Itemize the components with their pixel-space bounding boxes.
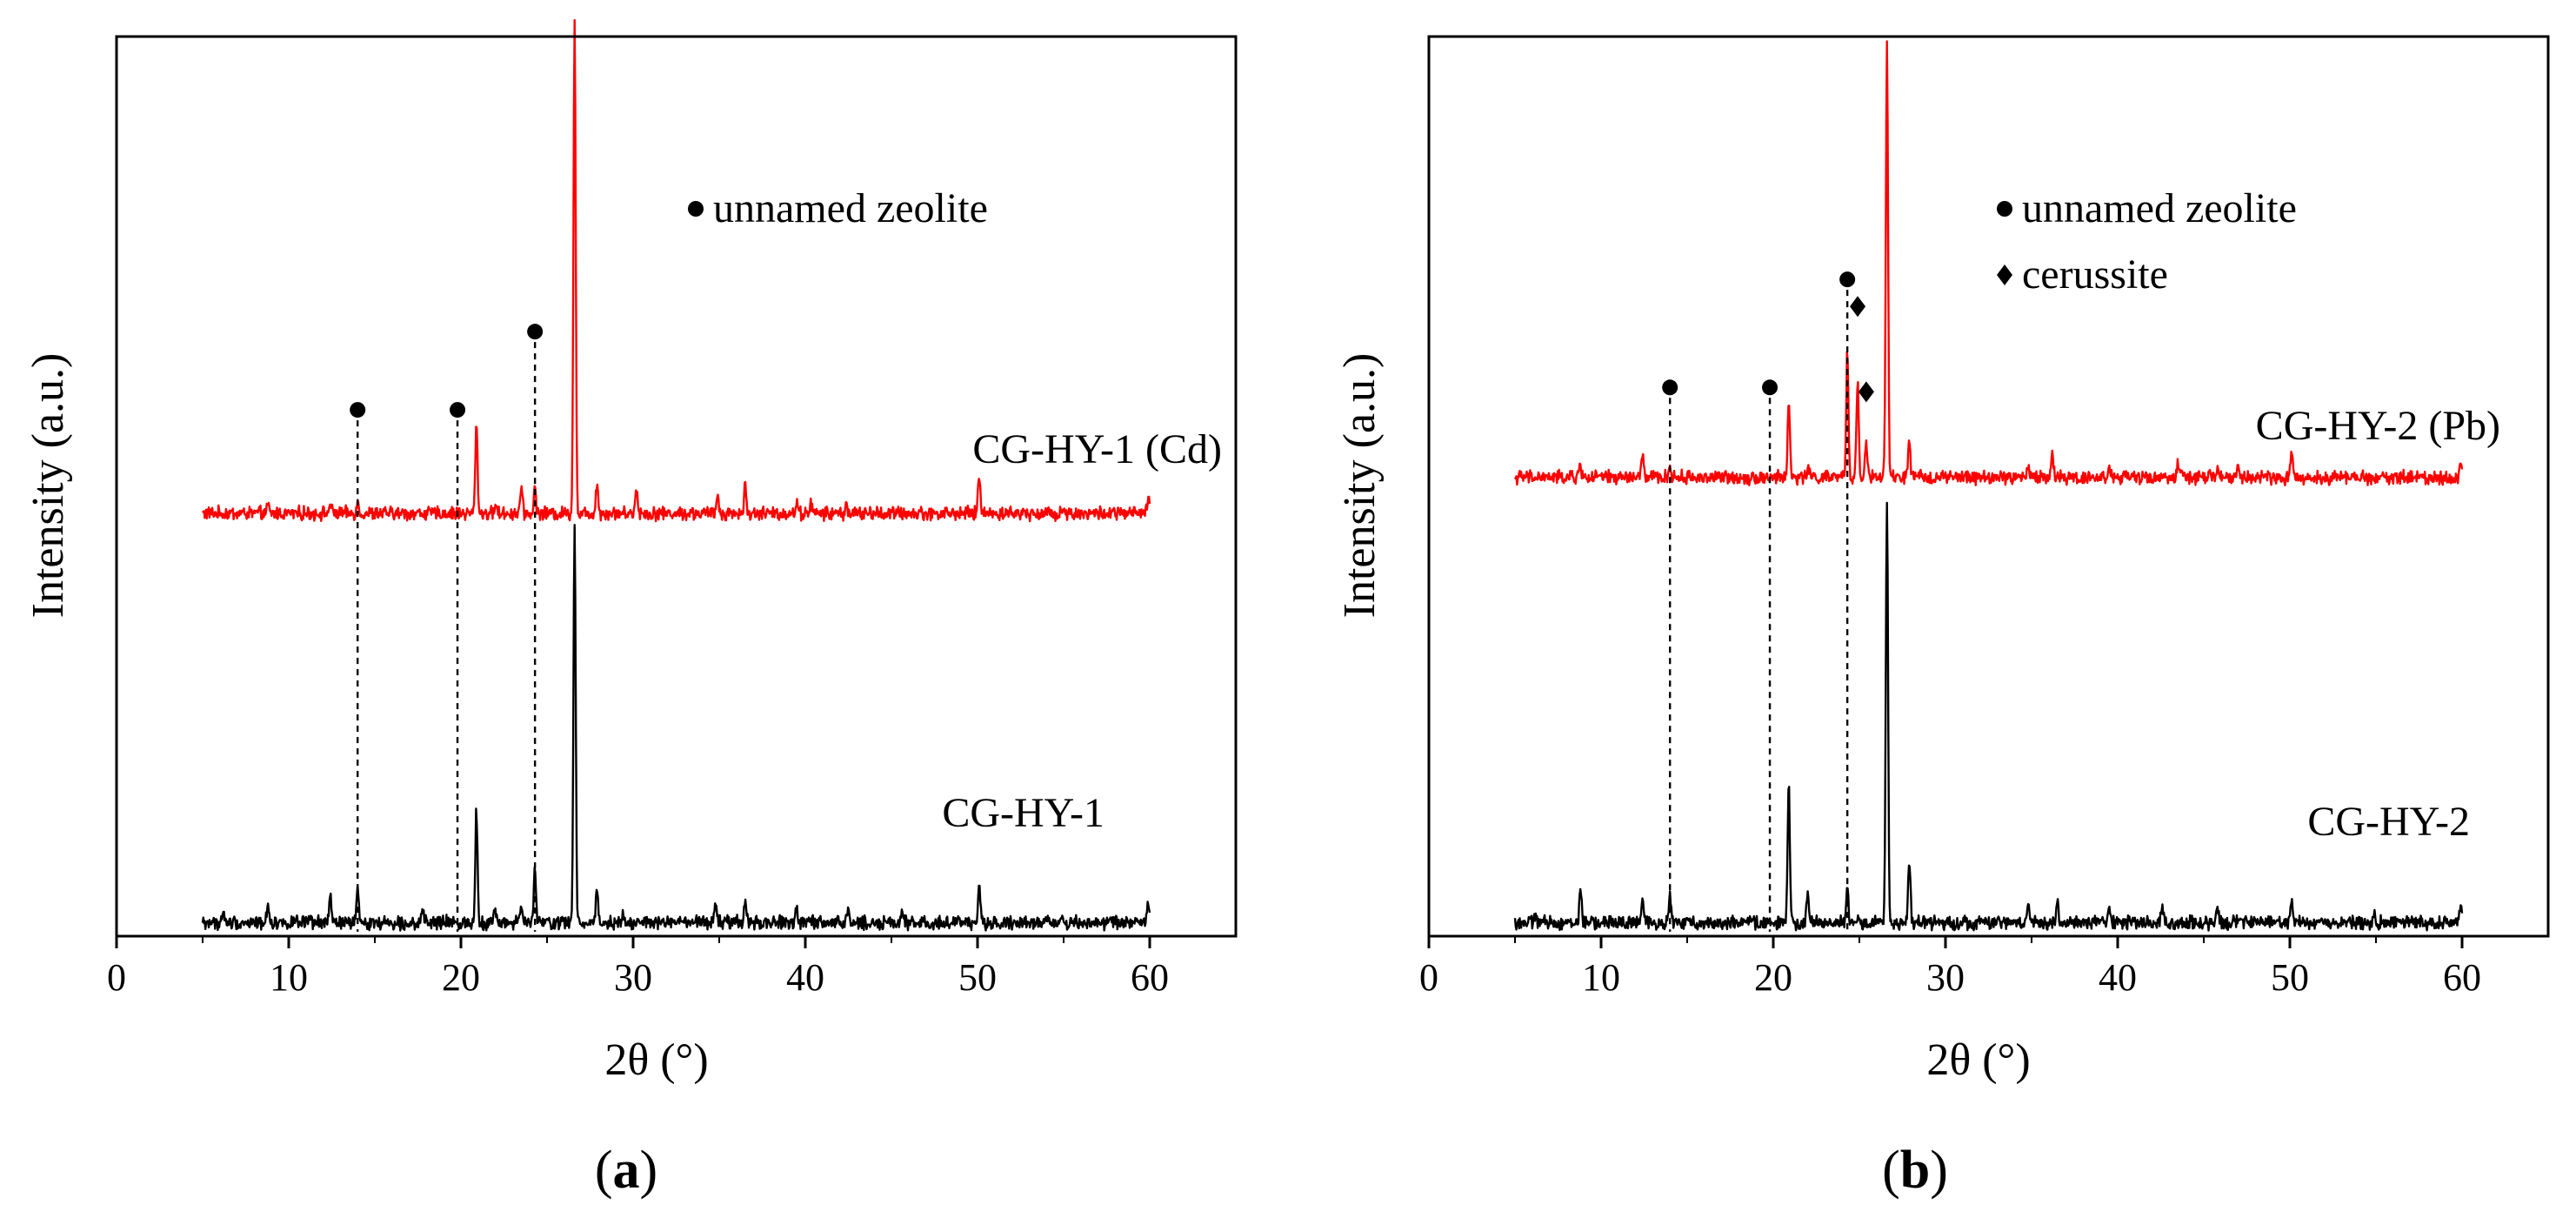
panel-b-cerussite-marker-0: [1850, 296, 1866, 318]
panel-b-legend-diamond-marker: [1997, 264, 2012, 285]
panel-a-x-tick-label-20: 20: [442, 956, 480, 999]
panel-b-x-tick-label-60: 60: [2443, 956, 2481, 999]
panel-a-x-ticks: 0 10 20 30 40 50 60: [107, 936, 1169, 999]
panel-b-caption: (b): [1882, 1141, 1948, 1200]
panel-a-series-label-cd: CG-HY-1 (Cd): [972, 426, 1222, 472]
panel-a-x-tick-label-50: 50: [958, 956, 997, 999]
panel-b-series: [1513, 40, 2464, 932]
panel-b-x-tick-label-50: 50: [2271, 956, 2309, 999]
panel-b-zeolite-marker-0: [1662, 379, 1678, 396]
panel-b-zeolite-marker-2: [1839, 271, 1856, 288]
panel-b-series-line-0: [1513, 40, 2464, 486]
panel-b-x-tick-label-40: 40: [2099, 956, 2137, 999]
panel-b-x-ticks: 0 10 20 30 40 50 60: [1419, 936, 2481, 999]
panel-b-x-tick-label-30: 30: [1926, 956, 1965, 999]
panel-b-plot-frame: [1427, 35, 2550, 938]
panel-a-x-tick-label-60: 60: [1131, 956, 1169, 999]
panel-a-x-tick-label-10: 10: [270, 956, 308, 999]
panel-a-legend: unnamed zeolite: [688, 185, 988, 231]
panel-b-legend-label-0: unnamed zeolite: [2022, 185, 2297, 231]
panel-a-caption: (a): [595, 1141, 657, 1200]
panel-a-x-tick-label-40: 40: [786, 956, 824, 999]
panel-b-legend-label-1: cerussite: [2022, 251, 2168, 298]
panel-a: 0 10 20 30 40 50 60 unnamed zeolite CG-HY-1 (C…: [23, 19, 1238, 1200]
panel-a-x-axis-label: 2θ (°): [604, 1035, 708, 1085]
panel-a-zeolite-marker-2: [527, 324, 544, 340]
panel-a-plot-frame: [115, 35, 1238, 938]
panel-a-legend-label-0: unnamed zeolite: [713, 185, 988, 231]
panel-b-cerussite-marker-1: [1858, 381, 1874, 403]
panel-b-legend-circle-marker: [1997, 201, 2012, 217]
panel-a-zeolite-marker-0: [350, 402, 366, 418]
panel-b-x-axis-label: 2θ (°): [1926, 1035, 2030, 1085]
panel-b-series-label-raw: CG-HY-2: [2307, 799, 2470, 845]
panel-b-y-axis-label: Intensity (a.u.): [1335, 353, 1385, 619]
panel-b-x-tick-label-10: 10: [1582, 956, 1620, 999]
panel-b: 0 10 20 30 40 50 60 unnamed zeolite cerussite …: [1335, 35, 2550, 1200]
panel-b-series-line-1: [1513, 501, 2464, 932]
panel-a-reference-lines: [350, 324, 544, 932]
panel-a-series-line-1: [201, 524, 1151, 932]
panel-b-reference-lines: [1662, 271, 1874, 932]
panel-a-x-tick-label-30: 30: [614, 956, 652, 999]
panel-a-y-axis-label: Intensity (a.u.): [23, 353, 73, 619]
panel-a-series: [201, 19, 1151, 932]
panel-b-series-label-pb: CG-HY-2 (Pb): [2256, 403, 2500, 449]
panel-b-x-tick-label-0: 0: [1419, 956, 1438, 999]
panel-b-zeolite-marker-1: [1762, 379, 1779, 396]
panel-a-legend-circle-marker: [688, 201, 704, 217]
panel-a-zeolite-marker-1: [450, 402, 466, 418]
panel-b-legend: unnamed zeolite cerussite: [1997, 185, 2297, 298]
panel-a-series-label-raw: CG-HY-1: [942, 790, 1104, 836]
panel-b-x-tick-label-20: 20: [1754, 956, 1792, 999]
panel-a-series-line-0: [201, 19, 1151, 523]
panel-a-x-tick-label-0: 0: [107, 956, 126, 999]
